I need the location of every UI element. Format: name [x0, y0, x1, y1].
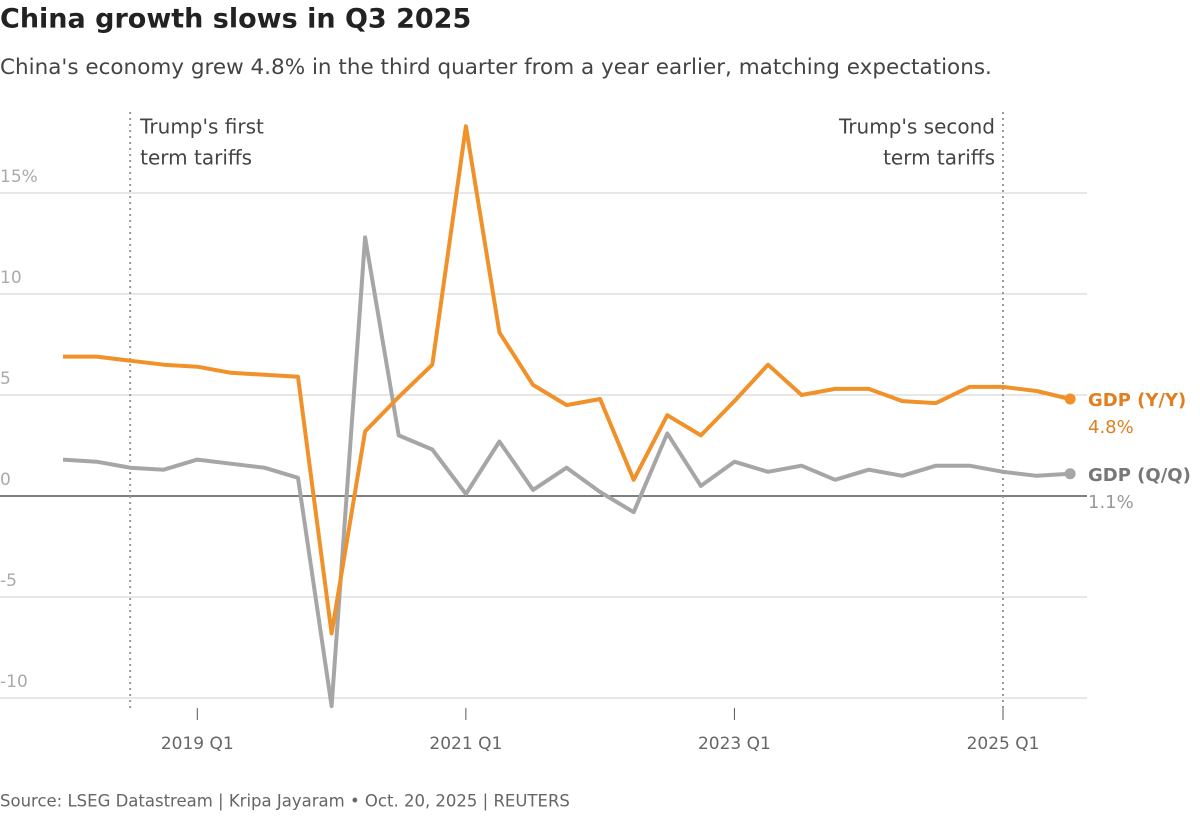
value-label: 4.8% — [1088, 417, 1134, 438]
series-line — [62, 235, 1071, 709]
y-tick-label: 15% — [0, 167, 38, 187]
annotation-text: Trump's first — [139, 115, 264, 139]
y-tick-label: -10 — [0, 672, 28, 692]
x-tick-label: 2021 Q1 — [429, 734, 502, 754]
chart-title: China growth slows in Q3 2025 — [0, 4, 471, 35]
y-tick-label: 5 — [0, 369, 11, 389]
x-tick-label: 2025 Q1 — [967, 734, 1040, 754]
end-dot — [1064, 393, 1076, 405]
source: Source: LSEG Datastream | Kripa Jayaram … — [0, 792, 570, 811]
y-tick-label: 10 — [0, 268, 22, 288]
series-line — [63, 124, 1071, 636]
y-tick-label: 0 — [0, 470, 11, 490]
legend-label: GDP (Y/Y) — [1088, 390, 1186, 411]
value-label: 1.1% — [1088, 492, 1134, 513]
chart-subtitle: China's economy grew 4.8% in the third q… — [0, 55, 992, 80]
legend-label: GDP (Q/Q) — [1088, 465, 1191, 486]
end-dot — [1064, 468, 1076, 480]
annotation-text: term tariffs — [883, 146, 995, 170]
x-tick-label: 2023 Q1 — [698, 734, 771, 754]
annotation-text: term tariffs — [140, 146, 252, 170]
annotation-text: Trump's second — [838, 115, 995, 139]
x-tick-label: 2019 Q1 — [161, 734, 234, 754]
y-tick-label: -5 — [0, 571, 17, 591]
